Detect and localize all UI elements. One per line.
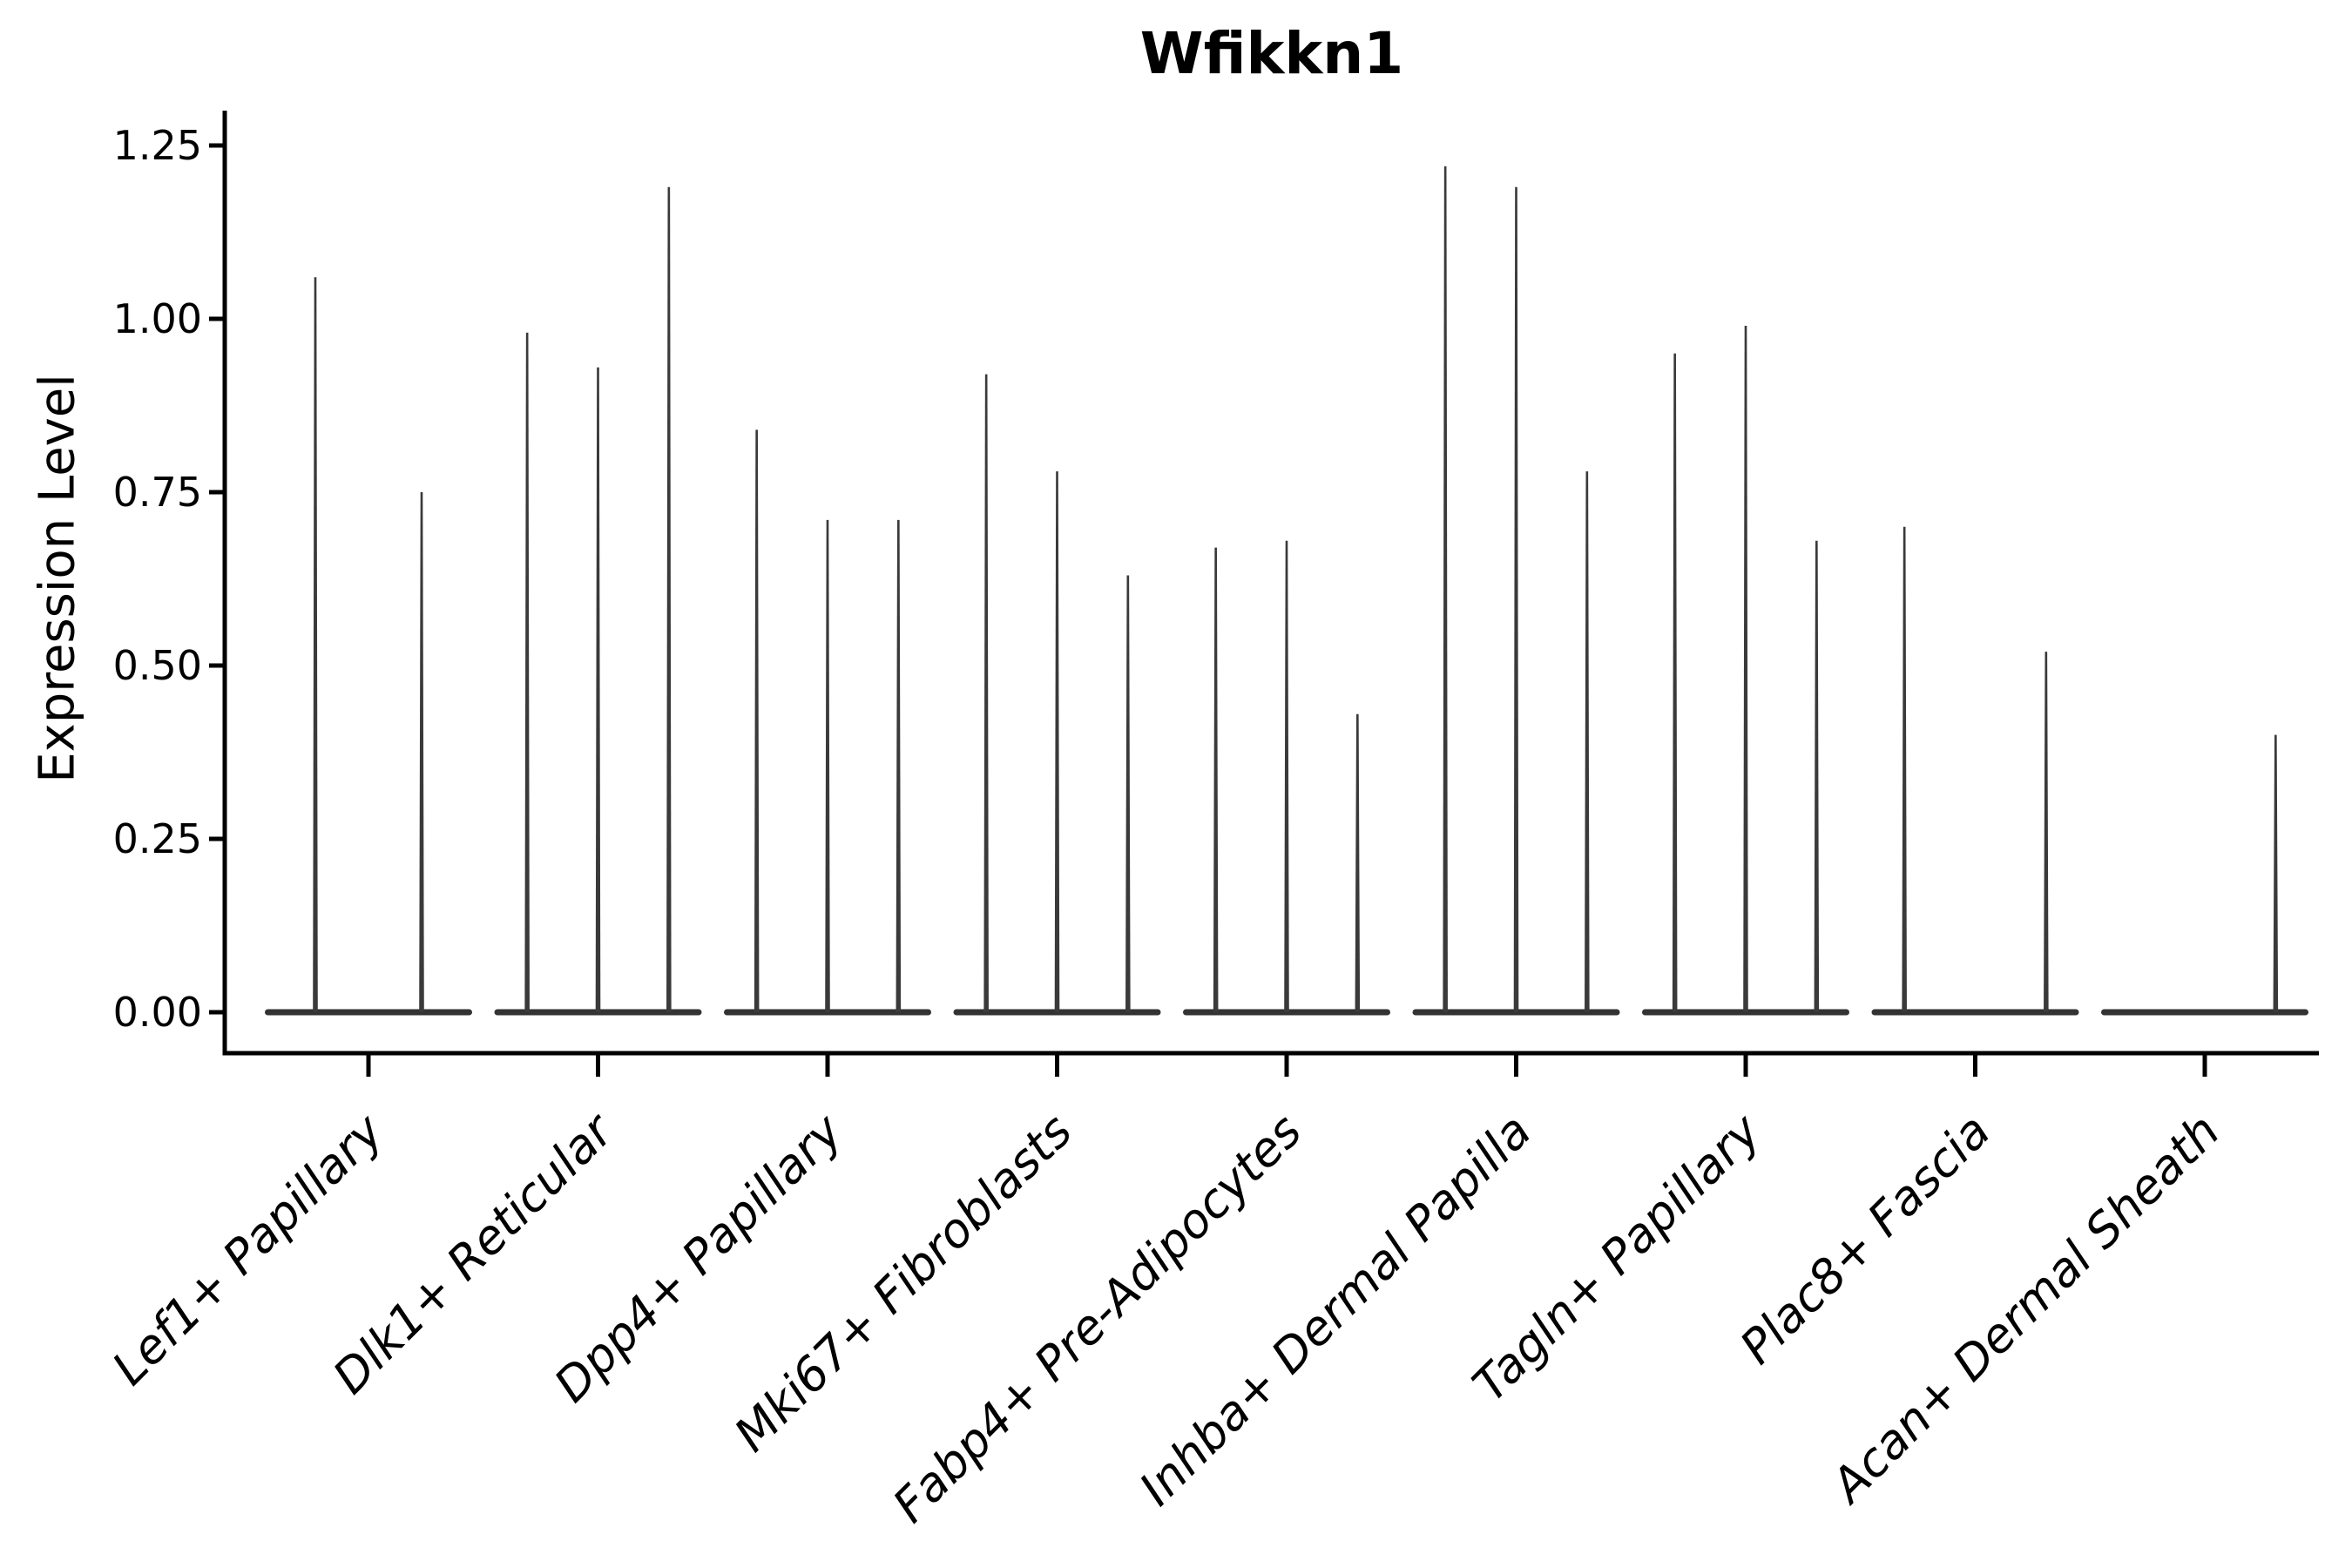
violin-baseline [2101, 1009, 2308, 1016]
violin-spike [896, 519, 902, 1012]
violin-spike [666, 186, 672, 1012]
violin-spike [1902, 526, 1907, 1012]
violin-spike [983, 374, 989, 1012]
y-tick-label: 0.50 [113, 642, 202, 689]
violin-spike [1672, 353, 1678, 1012]
violin-spike [419, 492, 424, 1012]
violin-spike [825, 519, 830, 1012]
violin-spike [1284, 540, 1289, 1012]
violin-spike [595, 367, 601, 1013]
chart-title: Wfikkn1 [1139, 20, 1404, 87]
violin-spike [1585, 471, 1590, 1012]
violin-spike [524, 332, 530, 1012]
violin-spike [2273, 734, 2279, 1012]
violin-spike [1814, 540, 1820, 1012]
y-tick-label: 0.00 [113, 989, 202, 1036]
violin-spike [313, 277, 318, 1012]
violin-spike [2044, 652, 2049, 1012]
violin-spike [1355, 713, 1361, 1012]
violin-spike [1513, 186, 1519, 1012]
y-tick-label: 0.25 [113, 815, 202, 862]
violin-spike [754, 429, 760, 1012]
violin-baseline [265, 1009, 472, 1016]
y-tick-label: 1.00 [113, 295, 202, 342]
violin-spike [1125, 575, 1131, 1012]
violin-baseline [1871, 1009, 2079, 1016]
violin-spike [1443, 166, 1448, 1012]
violin-spike [1213, 547, 1219, 1012]
x-tick-label: Fabp4+ Pre-Adipocytes [882, 1104, 1312, 1533]
x-tick-label: Inhba+ Dermal Papilla [1129, 1104, 1542, 1517]
x-tick-label: Acan+ Dermal Sheath [1819, 1104, 2230, 1515]
violin-spike [1743, 325, 1748, 1013]
y-tick-label: 0.75 [113, 469, 202, 516]
violin-spike [1054, 471, 1060, 1012]
y-tick-label: 1.25 [113, 122, 202, 169]
